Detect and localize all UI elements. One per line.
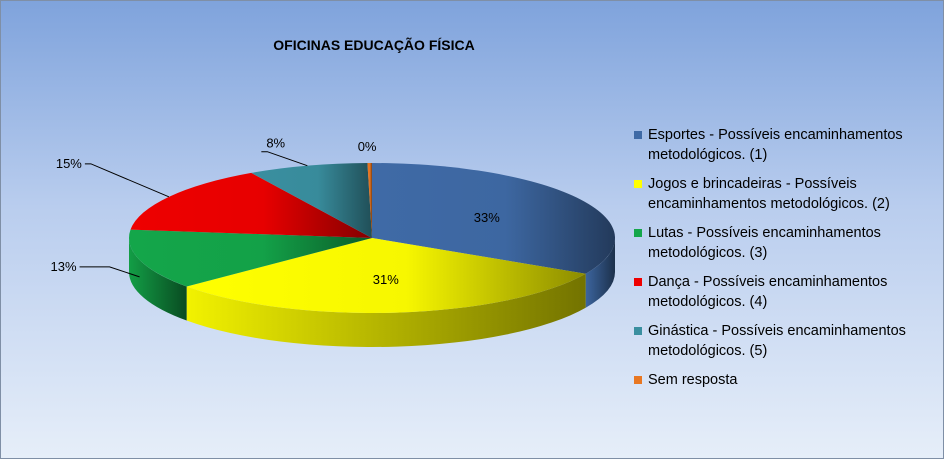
pie-slice-5 [367,163,372,238]
pie-slice-2 [128,229,372,287]
data-label-5: 0% [358,139,377,154]
legend-swatch [634,278,642,286]
legend-item: Lutas - Possíveis encaminhamentos metodo… [634,223,934,263]
legend-label: Lutas - Possíveis encaminhamentos metodo… [648,225,881,261]
data-label-4: 8% [266,136,285,151]
data-label-2: 13% [51,259,77,274]
leader-line-4 [261,151,308,167]
legend: Esportes - Possíveis encaminhamentos met… [634,125,934,399]
legend-swatch [634,229,642,237]
pie-slice-4 [251,163,372,238]
legend-label: Esportes - Possíveis encaminhamentos met… [648,127,903,163]
legend-swatch [634,376,642,384]
pie-side-1 [186,273,586,347]
legend-swatch [634,327,642,335]
leader-line-3 [84,163,170,198]
pie-slice-3 [130,172,372,238]
pie-slice-1 [186,238,586,313]
chart-title: OFICINAS EDUCAÇÃO FÍSICA [273,37,475,53]
legend-label: Jogos e brincadeiras - Possíveis encamin… [648,176,890,212]
pie-slice-0 [372,163,615,274]
legend-item: Dança - Possíveis encaminhamentos metodo… [634,272,934,312]
legend-label: Ginástica - Possíveis encaminhamentos me… [648,323,906,359]
legend-item: Esportes - Possíveis encaminhamentos met… [634,125,934,165]
legend-swatch [634,180,642,188]
legend-item: Sem resposta [634,370,934,390]
data-label-1: 31% [373,272,399,287]
legend-item: Ginástica - Possíveis encaminhamentos me… [634,321,934,361]
legend-label: Dança - Possíveis encaminhamentos metodo… [648,274,888,310]
pie-side-2 [129,238,187,321]
legend-swatch [634,131,642,139]
data-label-3: 15% [56,156,82,171]
data-label-0: 33% [474,210,500,225]
legend-label: Sem resposta [648,372,738,388]
leader-line-2 [79,266,140,278]
legend-item: Jogos e brincadeiras - Possíveis encamin… [634,174,934,214]
pie-side-0 [585,238,615,308]
